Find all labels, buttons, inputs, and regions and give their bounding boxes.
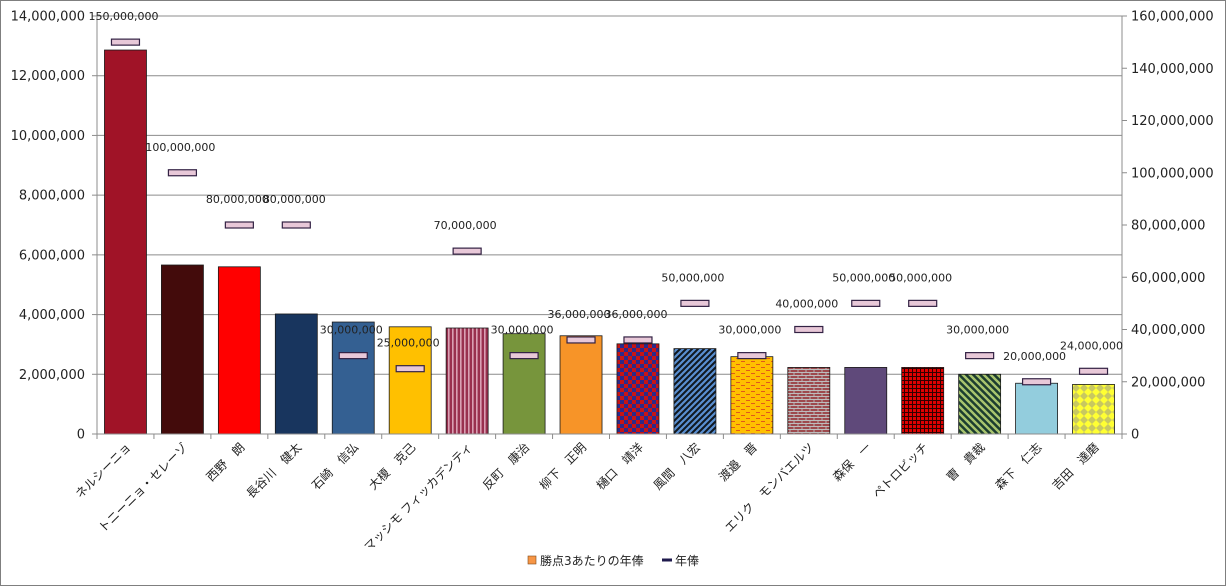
salary-data-label: 36,000,000 [548, 308, 611, 321]
salary-data-label: 30,000,000 [718, 324, 781, 337]
right-tick-label: 0 [1131, 428, 1139, 443]
salary-marker [1078, 367, 1109, 375]
bar [901, 367, 945, 435]
salary-data-label: 30,000,000 [491, 324, 554, 337]
legend-label: 年俸 [675, 554, 699, 568]
bar [844, 367, 888, 435]
salary-data-label: 25,000,000 [377, 337, 440, 350]
salary-marker [851, 299, 881, 307]
legend-swatch [662, 558, 672, 562]
salary-marker [1021, 378, 1052, 386]
salary-marker [737, 352, 767, 360]
salary-data-label: 30,000,000 [320, 324, 383, 337]
salary-marker [908, 299, 938, 307]
left-tick-label: 6,000,000 [19, 248, 85, 263]
salary-data-label: 30,000,000 [946, 324, 1009, 337]
left-tick-label: 10,000,000 [11, 129, 85, 144]
bar [1072, 384, 1115, 435]
bar [274, 313, 318, 435]
left-axis-ticks: 0 2,000,000 4,000,000 6,000,000 8,000,000 10,… [11, 10, 97, 443]
salary-marker [224, 221, 254, 229]
right-tick-label: 120,000,000 [1131, 114, 1214, 129]
bar [559, 335, 603, 435]
salary-data-label: 50,000,000 [661, 271, 724, 284]
bar [616, 343, 660, 435]
bars [104, 49, 1115, 435]
salary-data-label: 80,000,000 [263, 193, 326, 206]
legend-swatch [527, 555, 537, 565]
salary-marker [566, 336, 596, 344]
salary-data-label: 36,000,000 [604, 308, 667, 321]
salary-marker [338, 352, 368, 360]
data-labels: 150,000,000 100,000,000 80,000,00080,000,0… [88, 10, 1123, 363]
bar [958, 373, 1002, 435]
salary-marker [680, 299, 710, 307]
legend-label: 勝点3あたりの年俸 [540, 553, 644, 568]
bar [331, 321, 375, 435]
bar [161, 264, 204, 435]
right-tick-label: 80,000,000 [1131, 219, 1205, 234]
salary-marker [167, 169, 198, 177]
salary-markers [110, 38, 1109, 386]
salary-marker [110, 38, 141, 46]
bar [502, 333, 546, 435]
salary-marker [281, 221, 311, 229]
salary-marker [395, 365, 425, 373]
salary-data-label: 80,000,000 [206, 193, 269, 206]
left-tick-label: 4,000,000 [19, 308, 85, 323]
salary-marker [623, 336, 653, 344]
bar [445, 327, 489, 435]
salary-marker [965, 352, 995, 360]
bar [1015, 382, 1058, 435]
left-tick-label: 12,000,000 [11, 69, 85, 84]
bar [673, 348, 717, 435]
bar [787, 367, 831, 435]
salary-data-label: 40,000,000 [775, 298, 838, 311]
salary-data-label: 50,000,000 [889, 271, 952, 284]
bar [104, 49, 147, 435]
salary-data-label: 50,000,000 [832, 271, 895, 284]
right-tick-label: 60,000,000 [1131, 271, 1205, 286]
salary-data-label: 70,000,000 [434, 219, 497, 232]
right-tick-label: 100,000,000 [1131, 166, 1214, 181]
left-tick-label: 0 [77, 428, 85, 443]
salary-data-label: 20,000,000 [1003, 350, 1066, 363]
salary-data-label: 24,000,000 [1060, 339, 1123, 352]
salary-data-label: 150,000,000 [88, 10, 158, 23]
salary-marker [509, 352, 539, 360]
salary-marker [452, 247, 482, 255]
left-tick-label: 14,000,000 [11, 10, 85, 25]
salary-marker [794, 325, 824, 334]
right-tick-label: 40,000,000 [1131, 323, 1205, 338]
salary-data-label: 100,000,000 [145, 141, 215, 154]
bar [730, 356, 774, 435]
right-tick-label: 20,000,000 [1131, 375, 1205, 390]
right-axis-ticks: 0 20,000,000 40,000,000 60,000,000 80,000,00… [1122, 10, 1214, 443]
gridlines [97, 15, 1122, 375]
right-tick-label: 160,000,000 [1131, 10, 1214, 25]
right-tick-label: 140,000,000 [1131, 62, 1214, 77]
left-tick-label: 2,000,000 [19, 368, 85, 383]
bar [217, 266, 261, 435]
legend: 勝点3あたりの年俸 年俸 [527, 553, 699, 568]
bar [388, 326, 432, 435]
left-tick-label: 8,000,000 [19, 189, 85, 204]
